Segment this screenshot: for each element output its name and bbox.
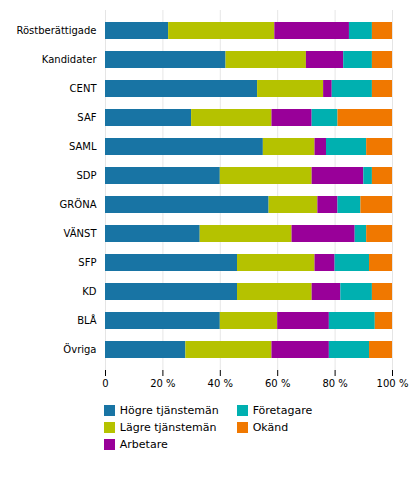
html-text:Högre tjänstemän: Högre tjänstemän bbox=[119, 404, 219, 417]
svg-text:80 %: 80 % bbox=[322, 378, 347, 389]
svg-text:CENT: CENT bbox=[70, 83, 98, 94]
svg-text:SAF: SAF bbox=[77, 112, 96, 123]
svg-text:0: 0 bbox=[102, 378, 108, 389]
svg-text:Röstberättigade: Röstberättigade bbox=[16, 25, 96, 36]
html-text:Företagare: Företagare bbox=[252, 404, 313, 417]
svg-text:BLÅ: BLÅ bbox=[77, 314, 96, 326]
svg-text:VÄNST: VÄNST bbox=[64, 227, 98, 239]
svg-text:SFP: SFP bbox=[78, 257, 96, 268]
html-text:Lägre tjänstemän: Lägre tjänstemän bbox=[119, 421, 217, 434]
svg-text:SDP: SDP bbox=[76, 170, 96, 181]
svg-text:Kandidater: Kandidater bbox=[42, 54, 98, 65]
svg-text:40 %: 40 % bbox=[208, 378, 233, 389]
html-text:Okänd: Okänd bbox=[252, 421, 289, 434]
svg-text:KD: KD bbox=[82, 286, 97, 297]
svg-text:20 %: 20 % bbox=[150, 378, 175, 389]
svg-text:Övriga: Övriga bbox=[63, 343, 96, 355]
svg-text:60 %: 60 % bbox=[265, 378, 290, 389]
html-text:Arbetare: Arbetare bbox=[119, 438, 168, 451]
svg-text:SAML: SAML bbox=[69, 141, 97, 152]
svg-text:100 %: 100 % bbox=[377, 378, 409, 389]
svg-text:GRÖNA: GRÖNA bbox=[60, 198, 97, 210]
